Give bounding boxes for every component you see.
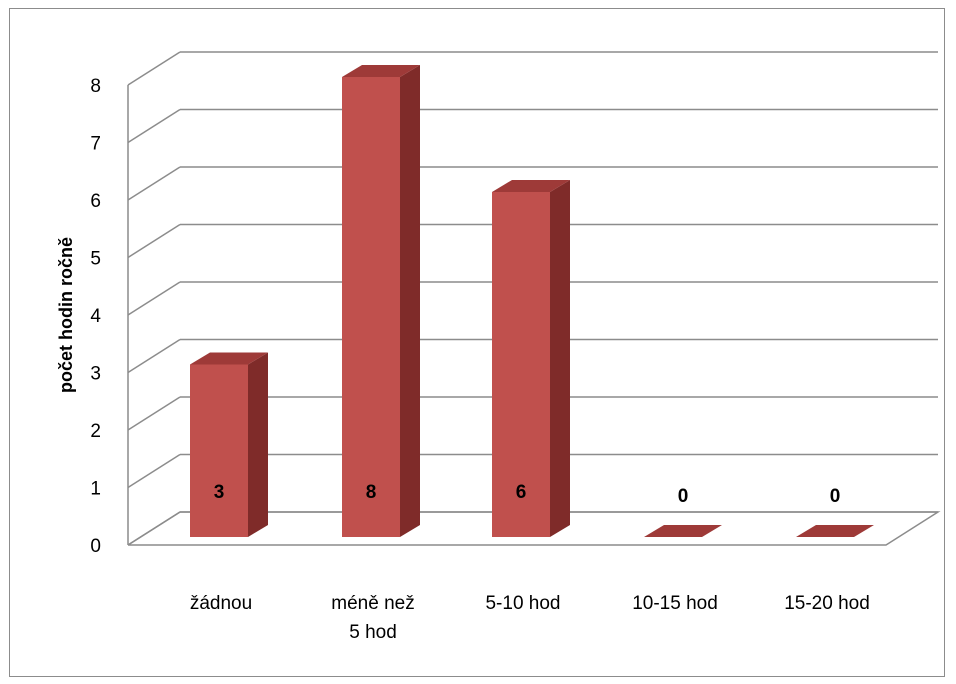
y-tick-label-2: 2 (90, 421, 101, 442)
bar-front-2 (492, 192, 550, 537)
bar-front-1 (342, 77, 400, 537)
y-tick-label-0: 0 (90, 536, 101, 557)
side-gridline-8 (127, 51, 181, 86)
bar-0 (190, 352, 268, 537)
x-tick-label-3: 10-15 hod (632, 593, 718, 614)
bar-side-0 (248, 352, 268, 537)
bar-top-3 (644, 525, 722, 537)
bar-1 (342, 65, 420, 537)
data-label-2: 6 (516, 482, 527, 503)
y-tick-label-1: 1 (90, 479, 101, 500)
bar-3 (644, 525, 722, 537)
bar-front-0 (190, 364, 248, 537)
y-tick-label-4: 4 (90, 306, 101, 327)
data-label-3: 0 (678, 486, 689, 507)
side-gridline-5 (127, 223, 181, 259)
floor (127, 511, 941, 546)
y-axis-title: počet hodin ročně (56, 237, 76, 393)
bar-top-0 (190, 352, 268, 365)
x-tick-label-2: 5-10 hod (485, 593, 560, 614)
x-tick-label-4: 15-20 hod (784, 593, 870, 614)
x-tick-label-0: žádnou (190, 593, 252, 614)
y-tick-label-3: 3 (90, 364, 101, 385)
bar-side-2 (550, 180, 570, 537)
side-gridline-4 (127, 281, 181, 316)
y-tick-label-7: 7 (90, 134, 101, 155)
side-gridline-1 (127, 453, 181, 489)
data-label-4: 0 (830, 486, 841, 507)
y-axis: 0 1 2 3 4 5 6 7 8 (90, 76, 129, 557)
data-label-1: 8 (366, 482, 377, 503)
y-tick-label-6: 6 (90, 191, 101, 212)
side-gridline-7 (127, 108, 181, 144)
bar-top-2 (492, 180, 570, 192)
bar-top-4 (796, 525, 874, 537)
bar-4 (796, 525, 874, 537)
side-gridline-6 (127, 166, 181, 201)
labels: 3 žádnou 8 méně než 5 hod 6 5-10 hod 0 10-15 hod… (190, 482, 870, 643)
y-tick-label-5: 5 (90, 249, 101, 270)
bars (190, 65, 874, 537)
bar-side-1 (400, 65, 420, 537)
side-gridline-2 (127, 396, 181, 431)
data-label-0: 3 (214, 482, 225, 503)
side-gridline-3 (127, 338, 181, 374)
bar-2 (492, 180, 570, 537)
x-tick-label-1: méně než 5 hod (331, 593, 414, 643)
y-tick-label-8: 8 (90, 76, 101, 97)
bar-top-1 (342, 65, 420, 77)
